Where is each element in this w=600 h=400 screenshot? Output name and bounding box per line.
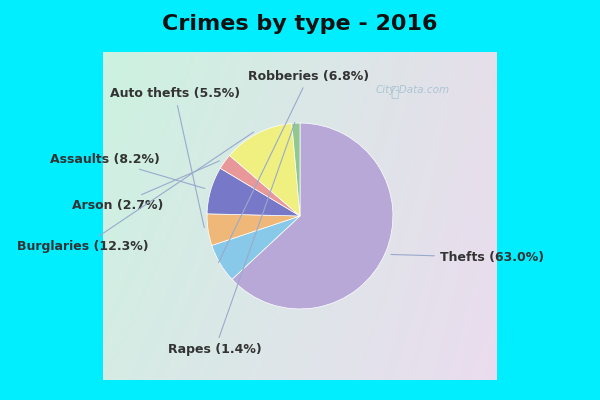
Text: City-Data.com: City-Data.com xyxy=(376,85,449,95)
Text: Auto thefts (5.5%): Auto thefts (5.5%) xyxy=(110,87,240,228)
Text: Arson (2.7%): Arson (2.7%) xyxy=(72,161,220,212)
Wedge shape xyxy=(292,123,300,216)
Text: Thefts (63.0%): Thefts (63.0%) xyxy=(391,251,544,264)
Wedge shape xyxy=(212,216,300,279)
Text: Assaults (8.2%): Assaults (8.2%) xyxy=(50,153,205,188)
Text: Crimes by type - 2016: Crimes by type - 2016 xyxy=(162,14,438,34)
Wedge shape xyxy=(232,123,393,309)
Wedge shape xyxy=(229,124,300,216)
Text: Rapes (1.4%): Rapes (1.4%) xyxy=(168,122,295,356)
Text: Burglaries (12.3%): Burglaries (12.3%) xyxy=(17,132,254,253)
Wedge shape xyxy=(220,156,300,216)
Text: ⓘ: ⓘ xyxy=(391,85,399,99)
Wedge shape xyxy=(207,168,300,216)
Text: Robberies (6.8%): Robberies (6.8%) xyxy=(218,70,370,263)
Wedge shape xyxy=(207,214,300,246)
